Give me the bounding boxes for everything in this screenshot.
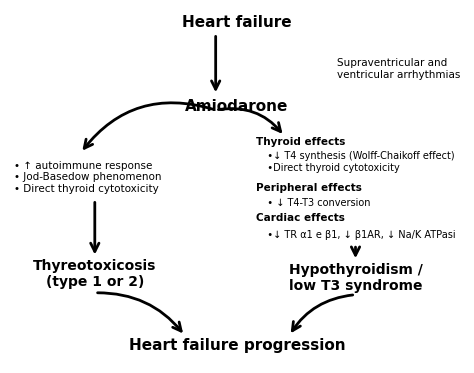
Text: Supraventricular and
ventricular arrhythmias: Supraventricular and ventricular arrhyth… — [337, 58, 460, 80]
Text: Amiodarone: Amiodarone — [185, 99, 289, 114]
Text: •↓ T4 synthesis (Wolff-Chaikoff effect)
  •Direct thyroid cytotoxicity: •↓ T4 synthesis (Wolff-Chaikoff effect) … — [261, 151, 454, 173]
Text: Thyreotoxicosis
(type 1 or 2): Thyreotoxicosis (type 1 or 2) — [33, 259, 156, 289]
Text: Peripheral effects: Peripheral effects — [256, 183, 362, 192]
Text: Hypothyroidism /
low T3 syndrome: Hypothyroidism / low T3 syndrome — [289, 263, 422, 293]
Text: Cardiac effects: Cardiac effects — [256, 213, 345, 223]
Text: • ↓ T4-T3 conversion: • ↓ T4-T3 conversion — [261, 198, 370, 208]
Text: • ↑ autoimmune response
• Jod-Basedow phenomenon
• Direct thyroid cytotoxicity: • ↑ autoimmune response • Jod-Basedow ph… — [14, 160, 162, 194]
Text: Heart failure progression: Heart failure progression — [128, 338, 346, 352]
Text: Heart failure: Heart failure — [182, 15, 292, 30]
Text: •↓ TR α1 e β1, ↓ β1AR, ↓ Na/K ATPasi: •↓ TR α1 e β1, ↓ β1AR, ↓ Na/K ATPasi — [261, 230, 456, 240]
Text: Thyroid effects: Thyroid effects — [256, 137, 346, 147]
